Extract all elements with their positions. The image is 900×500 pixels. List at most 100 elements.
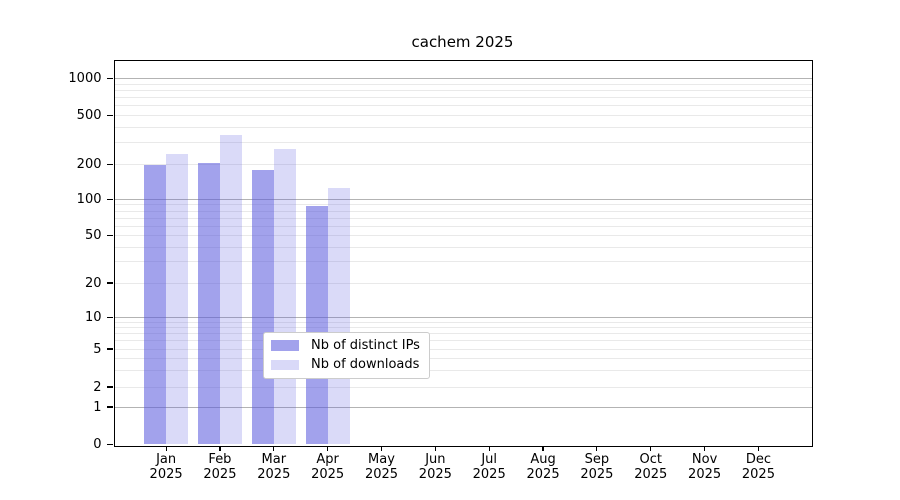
x-axis-tick-label: Jul 2025 bbox=[457, 452, 521, 483]
gridline-minor bbox=[114, 89, 812, 91]
x-axis-tick-label: Sep 2025 bbox=[565, 452, 629, 483]
bar-feb-nb-of-distinct-ips bbox=[197, 163, 220, 445]
y-axis-tick bbox=[106, 348, 113, 350]
y-axis-tick bbox=[106, 234, 113, 237]
x-label-month: Dec bbox=[745, 451, 772, 467]
y-axis-tick-label: 20 bbox=[84, 275, 102, 291]
gridline-minor bbox=[114, 83, 812, 85]
x-axis-tick bbox=[434, 446, 436, 451]
gridline-minor bbox=[114, 115, 812, 116]
gridline-minor bbox=[114, 105, 812, 107]
x-label-month: Oct bbox=[639, 451, 662, 467]
legend-swatch-nb-of-downloads bbox=[271, 359, 299, 370]
x-label-year: 2025 bbox=[149, 467, 183, 482]
x-label-year: 2025 bbox=[526, 467, 560, 482]
x-axis-tick-label: Jun 2025 bbox=[403, 452, 467, 483]
x-label-month: Jul bbox=[481, 451, 498, 467]
x-label-month: May bbox=[368, 451, 395, 467]
gridline-minor bbox=[114, 126, 812, 128]
x-label-month: Jan bbox=[156, 451, 177, 467]
x-axis-tick bbox=[488, 446, 490, 451]
x-label-year: 2025 bbox=[634, 467, 668, 482]
x-axis-tick bbox=[650, 446, 652, 451]
y-axis-tick-label: 100 bbox=[76, 192, 102, 207]
x-axis-tick bbox=[165, 446, 167, 451]
bar-apr-nb-of-distinct-ips bbox=[305, 206, 328, 445]
gridline-minor bbox=[114, 261, 812, 263]
x-label-year: 2025 bbox=[580, 467, 614, 482]
gridline-minor bbox=[114, 282, 812, 284]
gridline-minor bbox=[114, 210, 812, 212]
x-axis-tick bbox=[596, 446, 598, 451]
x-axis-tick bbox=[273, 446, 275, 451]
bar-jan-nb-of-downloads bbox=[166, 153, 189, 445]
x-label-year: 2025 bbox=[688, 467, 722, 482]
x-label-year: 2025 bbox=[257, 467, 291, 482]
y-axis-tick-label: 50 bbox=[84, 228, 102, 243]
gridline-minor bbox=[114, 369, 812, 371]
gridline-minor bbox=[114, 164, 812, 165]
y-axis-tick-label: 200 bbox=[76, 157, 102, 172]
gridline-minor bbox=[114, 321, 812, 323]
gridline-minor bbox=[114, 246, 812, 248]
legend-item: Nb of downloads bbox=[271, 355, 429, 375]
x-axis-tick bbox=[542, 446, 544, 451]
legend-item: Nb of distinct IPs bbox=[271, 336, 429, 356]
legend-label: Nb of downloads bbox=[311, 357, 420, 373]
y-axis-tick-label: 5 bbox=[93, 341, 102, 357]
y-axis-tick bbox=[106, 386, 113, 388]
gridline-major bbox=[114, 199, 812, 200]
gridline-minor bbox=[114, 225, 812, 227]
x-axis-tick-label: Aug 2025 bbox=[511, 452, 575, 483]
x-axis-tick bbox=[327, 446, 329, 451]
x-label-year: 2025 bbox=[364, 467, 399, 482]
y-axis-tick-label: 10 bbox=[84, 310, 102, 325]
gridline-minor bbox=[114, 333, 812, 335]
x-label-month: Sep bbox=[584, 451, 610, 467]
y-axis-tick-label: 2 bbox=[93, 379, 102, 395]
y-axis-tick bbox=[106, 316, 113, 319]
bar-apr-nb-of-downloads bbox=[327, 187, 350, 445]
gridline-minor bbox=[114, 357, 812, 359]
x-axis-tick-label: May 2025 bbox=[350, 452, 414, 483]
x-label-year: 2025 bbox=[418, 467, 452, 482]
gridline-minor bbox=[114, 217, 812, 219]
y-axis-tick bbox=[106, 406, 113, 408]
bar-mar-nb-of-downloads bbox=[273, 149, 296, 445]
y-axis-tick bbox=[106, 443, 113, 446]
gridline-minor bbox=[114, 340, 812, 342]
x-label-year: 2025 bbox=[741, 467, 775, 482]
y-axis-tick bbox=[106, 163, 113, 166]
legend-label: Nb of distinct IPs bbox=[311, 337, 420, 353]
x-label-month: Mar bbox=[261, 451, 287, 467]
y-axis-tick bbox=[106, 282, 113, 284]
gridline-minor bbox=[114, 348, 812, 350]
x-axis-tick-label: Apr 2025 bbox=[296, 452, 360, 483]
x-axis-tick bbox=[380, 446, 383, 451]
y-axis-tick bbox=[106, 114, 113, 117]
x-axis-tick-label: Mar 2025 bbox=[242, 452, 306, 483]
x-axis-tick-label: Oct 2025 bbox=[619, 452, 683, 483]
gridline-minor bbox=[114, 142, 812, 144]
gridline-minor bbox=[114, 327, 812, 329]
y-axis-tick bbox=[106, 198, 113, 201]
y-axis-tick bbox=[106, 77, 113, 80]
plot-area: 0 1 2 5 10 20 50 100 200 500 1000 Jan 2025 Feb 2025 Mar… bbox=[68, 59, 813, 482]
gridline-major bbox=[114, 317, 812, 318]
x-label-year: 2025 bbox=[203, 467, 237, 482]
gridline-minor bbox=[114, 204, 812, 206]
x-label-month: Jun bbox=[425, 451, 446, 467]
gridline-major bbox=[114, 406, 812, 408]
x-axis-tick-label: Nov 2025 bbox=[673, 452, 737, 483]
x-label-year: 2025 bbox=[311, 467, 345, 482]
x-label-month: Nov bbox=[691, 451, 718, 467]
x-axis-tick bbox=[219, 446, 221, 451]
bar-mar-nb-of-distinct-ips bbox=[251, 170, 274, 445]
x-label-month: Apr bbox=[316, 451, 339, 467]
gridline-major bbox=[114, 78, 812, 79]
x-label-year: 2025 bbox=[472, 467, 506, 482]
x-label-month: Aug bbox=[530, 451, 556, 467]
chart-title: cachem 2025 bbox=[411, 33, 514, 51]
x-axis-tick-label: Feb 2025 bbox=[188, 452, 252, 483]
gridline-minor bbox=[114, 97, 812, 99]
